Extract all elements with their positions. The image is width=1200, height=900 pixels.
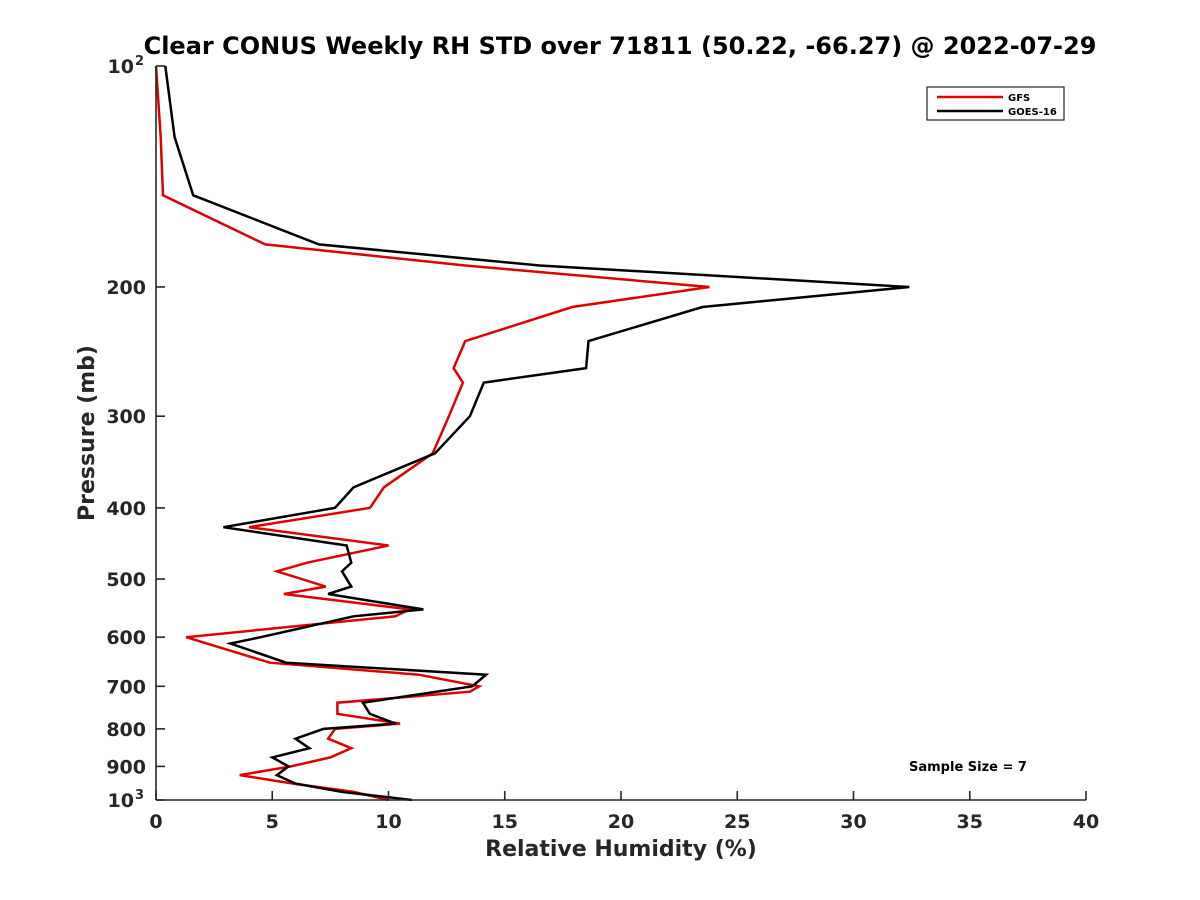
y-tick-label: 500 bbox=[106, 569, 146, 591]
legend-label-gfs: GFS bbox=[1008, 93, 1030, 104]
y-tick-label: 800 bbox=[106, 719, 146, 741]
legend: GFS GOES-16 bbox=[926, 86, 1065, 121]
legend-box bbox=[926, 86, 1065, 121]
x-ticks: 0 5 10 15 20 25 30 35 40 bbox=[149, 791, 1099, 833]
y-tick-label: 600 bbox=[106, 627, 146, 649]
legend-label-goes16: GOES-16 bbox=[1008, 107, 1057, 118]
y-tick-exponent: 2 bbox=[135, 54, 144, 69]
y-tick-label: 900 bbox=[106, 756, 146, 778]
x-tick-label: 5 bbox=[266, 811, 279, 833]
x-tick-label: 30 bbox=[840, 811, 866, 833]
y-tick-label: 300 bbox=[106, 406, 146, 428]
chart-title: Clear CONUS Weekly RH STD over 71811 (50… bbox=[144, 32, 1097, 60]
axes-layer bbox=[155, 66, 1086, 801]
y-tick-exponent: 3 bbox=[135, 788, 144, 803]
y-tick-label: 700 bbox=[106, 676, 146, 698]
x-tick-label: 15 bbox=[492, 811, 518, 833]
x-tick-label: 10 bbox=[375, 811, 401, 833]
series-layer bbox=[154, 65, 910, 802]
sample-size-annotation: Sample Size = 7 bbox=[909, 760, 1027, 775]
y-tick-label: 400 bbox=[106, 498, 146, 520]
x-tick-label: 25 bbox=[724, 811, 750, 833]
x-tick-label: 0 bbox=[149, 811, 162, 833]
series-line-gfs bbox=[154, 65, 710, 802]
y-tick-label: 10 bbox=[108, 790, 134, 812]
series-line-goes16 bbox=[164, 65, 910, 802]
y-axis-label: Pressure (mb) bbox=[75, 345, 100, 521]
y-tick-label: 200 bbox=[106, 277, 146, 299]
y-tick-label: 10 bbox=[108, 56, 134, 78]
x-tick-label: 35 bbox=[957, 811, 983, 833]
x-axis-label: Relative Humidity (%) bbox=[485, 837, 757, 862]
x-tick-label: 40 bbox=[1073, 811, 1099, 833]
x-tick-label: 20 bbox=[608, 811, 634, 833]
